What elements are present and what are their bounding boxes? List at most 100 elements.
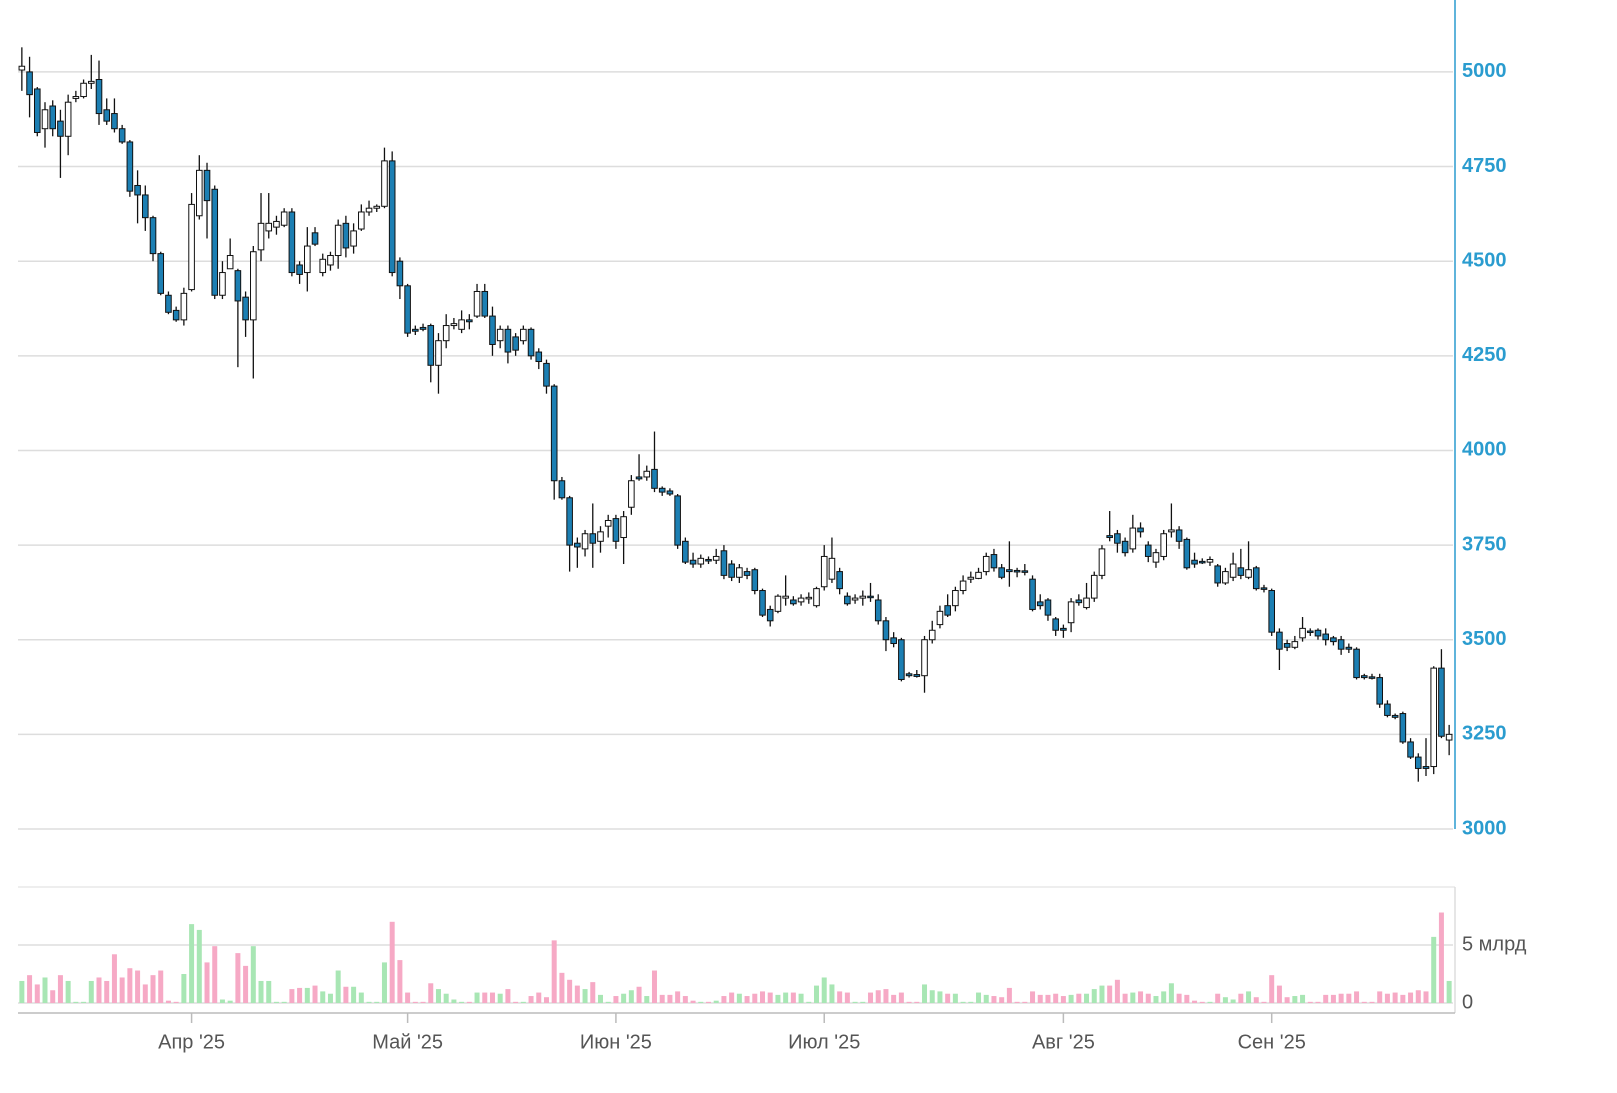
- candle-body: [1360, 675, 1368, 679]
- candle-body: [952, 590, 959, 607]
- volume-bar: [1246, 991, 1252, 1003]
- candle-body: [913, 674, 921, 677]
- candle-body: [1245, 569, 1252, 578]
- volume-bar: [991, 996, 997, 1003]
- candle-body: [396, 260, 404, 287]
- volume-bar: [906, 1001, 912, 1003]
- candle-body: [820, 555, 828, 588]
- volume-bar: [1130, 992, 1136, 1003]
- candle-body: [790, 599, 797, 605]
- candle-body: [604, 519, 612, 527]
- volume-bar: [736, 993, 742, 1003]
- candle-body: [157, 253, 165, 294]
- volume-bar: [829, 984, 835, 1003]
- volume-bar: [744, 996, 750, 1003]
- candle-body: [1384, 703, 1391, 716]
- candle-body: [805, 596, 813, 600]
- candle-body: [1391, 714, 1399, 718]
- volume-bar: [536, 992, 542, 1003]
- candle-body: [1399, 713, 1407, 743]
- candle-body: [257, 222, 265, 251]
- volume-bar: [127, 968, 133, 1003]
- volume-bar: [335, 970, 341, 1003]
- candle-body: [141, 194, 149, 219]
- volume-bar: [968, 1001, 974, 1003]
- candle-body: [1283, 643, 1291, 648]
- volume-bar: [320, 991, 326, 1003]
- candle-body: [450, 323, 458, 327]
- volume-bar: [1338, 993, 1344, 1003]
- candle-body: [1160, 533, 1167, 557]
- volume-bar: [1184, 994, 1190, 1003]
- candle-body: [419, 326, 427, 330]
- candle-body: [782, 595, 789, 599]
- volume-bar: [1145, 993, 1151, 1003]
- volume-bar: [675, 991, 681, 1003]
- volume-bar: [929, 990, 935, 1003]
- volume-bar: [381, 962, 387, 1003]
- candle-body: [1291, 641, 1299, 648]
- volume-bar: [721, 996, 727, 1003]
- volume-tick-label: 0: [1462, 991, 1473, 1013]
- volume-bar: [543, 997, 549, 1003]
- candle-body: [327, 255, 334, 266]
- candle-body: [635, 476, 643, 480]
- candle-body: [1144, 544, 1152, 557]
- volume-bar: [1423, 991, 1429, 1003]
- candle-body: [234, 270, 242, 302]
- volume-bar: [976, 992, 982, 1003]
- y-tick-label: 3500: [1462, 628, 1507, 650]
- candle-body: [867, 595, 874, 599]
- candle-body: [1175, 529, 1183, 542]
- candle-body: [844, 595, 851, 605]
- volume-bar: [1091, 989, 1097, 1003]
- volume-bar: [1292, 996, 1298, 1003]
- volume-bar: [1153, 996, 1159, 1003]
- candle-body: [1206, 558, 1214, 563]
- candle-body: [49, 105, 57, 130]
- y-tick-label: 4750: [1462, 155, 1507, 177]
- candle-body: [975, 571, 982, 579]
- volume-bar: [636, 986, 642, 1003]
- candle-body: [1044, 599, 1052, 616]
- x-tick-label: Авг '25: [1032, 1031, 1095, 1053]
- volume-bar: [852, 1001, 858, 1003]
- volume-bar: [273, 1001, 279, 1003]
- volume-bar: [559, 972, 565, 1003]
- volume-bar: [783, 992, 789, 1003]
- volume-bar: [1215, 993, 1221, 1003]
- volume-bar: [212, 946, 218, 1003]
- candle-body: [990, 554, 998, 569]
- volume-bar: [1068, 994, 1074, 1003]
- volume-bar: [1300, 994, 1306, 1003]
- volume-bar: [57, 975, 63, 1003]
- candle-body: [496, 328, 504, 342]
- candle-body: [527, 328, 535, 357]
- volume-bar: [104, 980, 110, 1003]
- volume-bar: [713, 1000, 719, 1003]
- volume-bar: [582, 989, 588, 1003]
- candle-body: [1430, 667, 1438, 768]
- volume-bar: [142, 984, 148, 1003]
- candle-body: [342, 222, 350, 249]
- candle-body: [1330, 637, 1337, 643]
- candle-body: [388, 160, 396, 274]
- volume-bar: [1114, 979, 1120, 1003]
- candle-body: [1129, 527, 1137, 550]
- volume-bar: [366, 1001, 372, 1003]
- volume-bar: [891, 994, 897, 1003]
- volume-bar: [474, 992, 480, 1003]
- volume-bar: [613, 996, 619, 1003]
- candle-body: [442, 325, 450, 342]
- candle-body: [57, 120, 64, 137]
- candle-body: [628, 480, 635, 508]
- candle-body: [1183, 538, 1191, 569]
- volume-bar: [343, 986, 349, 1003]
- volume-bar: [1330, 994, 1336, 1003]
- candle-body: [1067, 601, 1075, 624]
- candle-body: [365, 207, 373, 213]
- candle-body: [1152, 552, 1160, 563]
- x-tick-label: Сен '25: [1238, 1031, 1306, 1053]
- volume-bar: [574, 985, 580, 1003]
